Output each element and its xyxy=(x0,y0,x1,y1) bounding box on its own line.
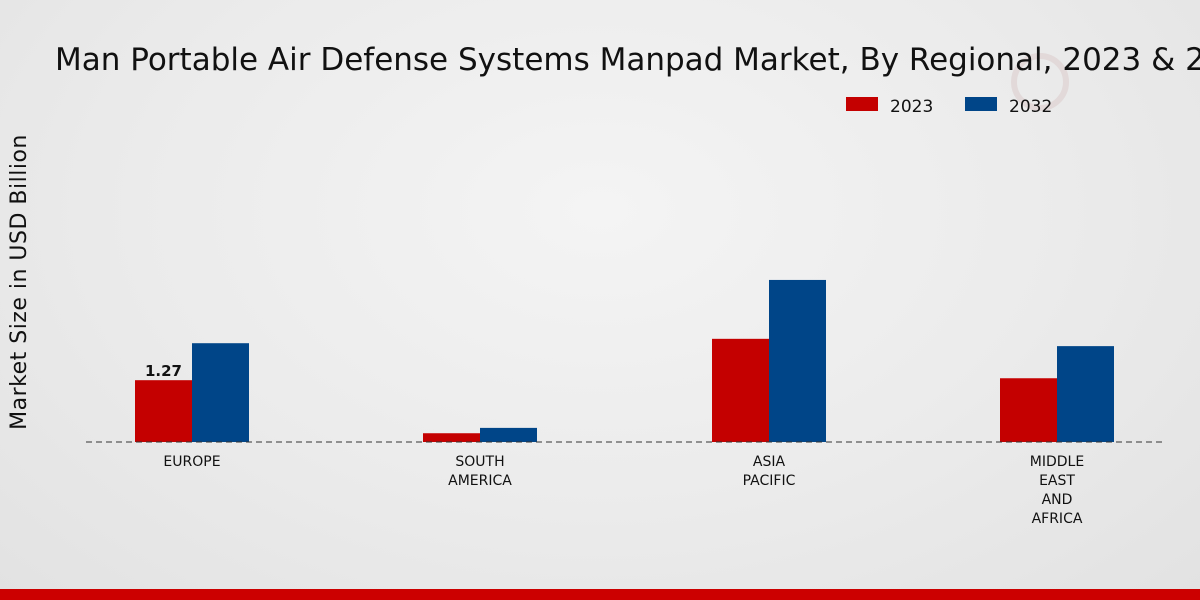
watermark-icon xyxy=(1011,53,1069,111)
y-axis-label: Market Size in USD Billion xyxy=(7,134,32,430)
bar-2023-south-america xyxy=(423,433,480,442)
data-labels: 1.27 xyxy=(145,362,182,380)
legend-label-2032: 2032 xyxy=(1009,97,1052,117)
legend-swatch-2032 xyxy=(965,97,997,111)
bar-2032-europe xyxy=(192,343,249,442)
bar-2032-middle-east-and-africa xyxy=(1057,346,1114,442)
bar-2023-asia-pacific xyxy=(712,338,769,442)
x-tick-labels: EUROPE SOUTH AMERICA ASIA PACIFIC MIDDLE EAST A… xyxy=(163,454,1084,527)
bottom-accent-bar xyxy=(0,589,1200,600)
x-tick-label: SOUTH AMERICA xyxy=(448,454,512,489)
data-label: 1.27 xyxy=(145,362,182,380)
bars xyxy=(135,279,1114,442)
legend-label-2023: 2023 xyxy=(890,97,933,117)
bar-2032-south-america xyxy=(480,427,537,442)
x-tick-label: EUROPE xyxy=(163,454,220,470)
legend-swatch-2023 xyxy=(846,97,878,111)
chart-title: Man Portable Air Defense Systems Manpad … xyxy=(55,42,1200,78)
bar-2032-asia-pacific xyxy=(769,279,826,442)
x-tick-label: ASIA PACIFIC xyxy=(743,454,796,489)
bar-2023-europe xyxy=(135,380,192,442)
legend: 2023 2032 xyxy=(846,97,1052,117)
bar-2023-middle-east-and-africa xyxy=(1000,378,1057,442)
x-tick-label: MIDDLE EAST AND AFRICA xyxy=(1030,454,1084,527)
